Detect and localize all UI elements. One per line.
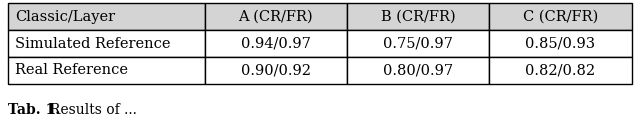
Text: 0.90/0.92: 0.90/0.92 [241, 64, 310, 77]
Text: B (CR/FR): B (CR/FR) [381, 10, 455, 23]
Bar [8, 3, 205, 30]
Bar [347, 57, 489, 84]
Text: 0.82/0.82: 0.82/0.82 [525, 64, 596, 77]
Bar [489, 3, 632, 30]
Bar [347, 3, 489, 30]
Text: Tab. 1.: Tab. 1. [8, 103, 60, 117]
Text: 0.94/0.97: 0.94/0.97 [241, 36, 310, 51]
Text: 0.80/0.97: 0.80/0.97 [383, 64, 453, 77]
Text: Simulated Reference: Simulated Reference [15, 36, 170, 51]
Text: Results of ...: Results of ... [50, 103, 137, 117]
Text: 0.75/0.97: 0.75/0.97 [383, 36, 453, 51]
Bar [347, 30, 489, 57]
Bar [205, 57, 347, 84]
Bar [489, 30, 632, 57]
Text: C (CR/FR): C (CR/FR) [523, 10, 598, 23]
Bar [205, 30, 347, 57]
Bar [489, 57, 632, 84]
Bar [8, 30, 205, 57]
Bar [8, 57, 205, 84]
Text: Real Reference: Real Reference [15, 64, 128, 77]
Text: A (CR/FR): A (CR/FR) [238, 10, 313, 23]
Bar [205, 3, 347, 30]
Text: Classic/Layer: Classic/Layer [15, 10, 115, 23]
Text: 0.85/0.93: 0.85/0.93 [525, 36, 596, 51]
